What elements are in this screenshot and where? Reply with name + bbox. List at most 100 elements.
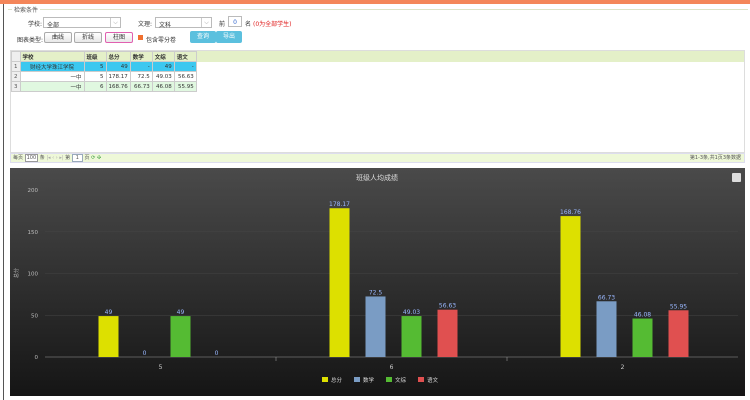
top-input[interactable]: 0 [228,16,242,27]
refresh-icon[interactable]: ⟳ [91,155,96,161]
legend-swatch[interactable] [354,377,360,382]
page-input[interactable]: 1 [71,154,83,162]
query-button[interactable]: 查询 [190,31,216,43]
cell: 56.63 [173,71,197,82]
data-grid: 学校 班级 总分 数学 文综 语文 1 财经大学珠江学院 5 49-49- 2 一中 5 1… [10,50,745,153]
data-label: 56.63 [439,303,456,310]
col-arts[interactable]: 文综 [151,51,175,62]
bar[interactable] [668,310,689,357]
next-page-button[interactable]: › [55,155,58,161]
bar[interactable] [365,296,386,357]
cell: 3 [11,81,21,92]
export-button[interactable]: 导出 [216,31,242,43]
bar[interactable] [437,309,458,357]
bar[interactable] [98,316,119,357]
bar[interactable] [596,301,617,357]
table-row[interactable]: 1 财经大学珠江学院 5 49-49- [11,61,197,72]
school-select[interactable]: 全部 ⌵ [43,17,121,29]
divider [3,4,4,400]
table-row[interactable]: 3 一中 6 168.76 66.73 46.08 55.95 [11,81,197,92]
expand-icon[interactable]: ✣ [96,155,102,161]
y-tick-label: 200 [28,188,39,194]
cell: 一中 [19,81,85,92]
arts-label: 文理: [138,21,153,28]
top-label: 前 [219,21,226,28]
per-page-select[interactable]: 100 [24,154,39,162]
x-tick-label: 2 [621,364,625,371]
cell: 1 [11,61,21,72]
top-suffix: 名 [245,21,252,28]
bar[interactable] [329,208,350,357]
pager-summary: 第1-3条,共1页3条数据 [689,155,741,161]
first-page-button[interactable]: |◂ [46,155,51,161]
data-label: 55.95 [670,303,687,310]
chart-panel: 班级人均成绩 总分 0 50 100 150 200 5 49 0 49 0 6 178.17 72.5 49… [10,168,745,396]
data-label: 178.17 [329,201,350,208]
data-label: 72.5 [369,289,383,296]
cell: 66.73 [129,81,153,92]
school-value: 全部 [47,22,60,29]
legend-swatch[interactable] [418,377,424,382]
grid-table: 学校 班级 总分 数学 文综 语文 1 财经大学珠江学院 5 49-49- 2 一中 5 1… [11,51,197,92]
data-label: 0 [215,350,219,357]
bar[interactable] [170,316,191,357]
cell: 5 [83,71,107,82]
cell: 49 [151,61,175,72]
y-tick-label: 150 [28,230,39,236]
data-label: 0 [143,350,147,357]
col-total[interactable]: 总分 [105,51,131,62]
table-row[interactable]: 2 一中 5 178.17 72.5 49.03 56.63 [11,71,197,82]
col-chinese[interactable]: 语文 [173,51,197,62]
prev-page-button[interactable]: ‹ [52,155,55,161]
cell: 49 [105,61,131,72]
cell: - [129,61,153,72]
row-number-header [11,51,21,62]
chart-menu-icon[interactable] [732,173,741,182]
cell: 55.95 [173,81,197,92]
legend-item[interactable]: 文综 [395,376,407,384]
col-school[interactable]: 学校 [19,51,85,62]
bar[interactable] [401,316,422,357]
cell: - [173,61,197,72]
include-zero-checkbox[interactable] [138,35,143,40]
y-tick-label: 0 [35,355,39,361]
legend-item[interactable]: 总分 [331,376,343,384]
data-label: 49.03 [403,309,420,316]
chart-type-label: 图表类型: [17,37,44,44]
data-label: 49 [105,309,113,316]
y-axis-label: 总分 [13,268,20,278]
col-math[interactable]: 数学 [129,51,153,62]
legend-item[interactable]: 语文 [427,376,439,384]
chevron-down-icon: ⌵ [110,18,120,27]
data-label: 168.76 [560,209,581,216]
fieldset-legend: 检索条件 [12,5,41,14]
bar[interactable] [632,318,653,357]
legend-item[interactable]: 数学 [363,376,375,384]
legend-swatch[interactable] [322,377,328,382]
bar[interactable] [560,216,581,357]
data-label: 46.08 [634,312,651,319]
col-class[interactable]: 班级 [83,51,107,62]
line-button[interactable]: 折线 [74,32,102,43]
cell: 财经大学珠江学院 [19,61,85,72]
fieldset-line [8,9,748,10]
last-page-button[interactable]: ▸| [59,155,64,161]
x-tick-label: 6 [390,364,394,371]
grid-header-fill [191,51,744,62]
arts-value: 文科 [159,22,172,29]
page-label: 第 [65,155,71,161]
per-page-label: 每页 [13,155,24,161]
x-tick-label: 5 [159,364,163,371]
legend-swatch[interactable] [386,377,392,382]
pager: 每页 100 条 |◂ ‹ › ▸| 第 1 页 ⟳ ✣ 第1-3条,共1页3条… [10,153,745,163]
arts-select[interactable]: 文科 ⌵ [155,17,212,29]
cell: 178.17 [105,71,131,82]
grid-header: 学校 班级 总分 数学 文综 语文 [11,51,197,62]
cell: 46.08 [151,81,175,92]
data-label: 49 [177,309,185,316]
cell: 6 [83,81,107,92]
chevron-down-icon: ⌵ [201,18,211,27]
curve-button[interactable]: 曲线 [44,32,72,43]
bar-button[interactable]: 柱图 [105,32,133,43]
